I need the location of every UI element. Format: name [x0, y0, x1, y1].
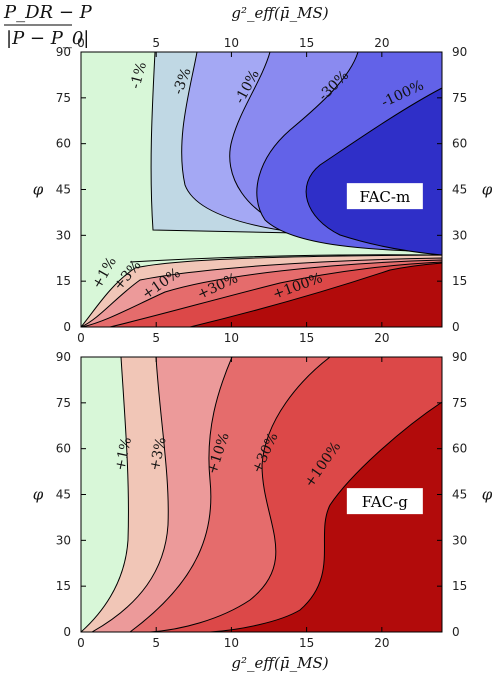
- panel-fac-g: [80, 356, 443, 633]
- y-tick-label-right: 15: [452, 579, 467, 593]
- y-axis-label-right: φ: [482, 486, 493, 504]
- x-tick-label-top: 10: [224, 36, 239, 50]
- y-tick-label-left: 90: [56, 350, 71, 364]
- legend-label: FAC-g: [362, 493, 408, 511]
- y-axis-label-right: φ: [482, 181, 493, 199]
- y-tick-label-right: 60: [452, 442, 467, 456]
- y-tick-label-right: 30: [452, 533, 467, 547]
- y-tick-label-right: 0: [452, 320, 460, 334]
- bottom-x-axis-label: g²_eff(μ̄_MS): [231, 654, 328, 672]
- legend-box: [346, 488, 423, 515]
- separatrix-fac-m: [129, 254, 442, 263]
- top-x-axis-label: g²_eff(μ̄_MS): [231, 4, 328, 22]
- panel-fac-g-regions: [81, 357, 442, 632]
- y-tick-label-left: 45: [56, 488, 71, 502]
- panel-fac-m: [80, 51, 443, 328]
- x-tick-label-top: 5: [152, 36, 160, 50]
- y-axis-label-left: φ: [33, 181, 44, 199]
- x-tick-label-bottom: 20: [374, 636, 389, 650]
- y-tick-label-left: 45: [56, 183, 71, 197]
- y-tick-label-right: 90: [452, 45, 467, 59]
- title-numerator: P_DR − P: [3, 2, 93, 23]
- title-fraction: P_DR − P |P − P_0|: [3, 2, 93, 49]
- x-tick-label-bottom: 15: [299, 331, 314, 345]
- y-tick-label-left: 30: [56, 228, 71, 242]
- region-pos-100-g: [209, 401, 442, 632]
- y-tick-label-left: 90: [56, 45, 71, 59]
- panel-fac-m-regions: [81, 52, 442, 327]
- legend-label: FAC-m: [359, 188, 410, 206]
- y-tick-label-right: 75: [452, 396, 467, 410]
- region-neg-100: [305, 87, 442, 256]
- y-tick-label-left: 75: [56, 91, 71, 105]
- x-tick-label-bottom: 0: [77, 331, 85, 345]
- y-tick-label-right: 0: [452, 625, 460, 639]
- y-tick-label-right: 75: [452, 91, 467, 105]
- panel-legends: FAC-m FAC-g: [346, 183, 423, 515]
- y-tick-label-left: 60: [56, 137, 71, 151]
- x-tick-label-top: 15: [299, 36, 314, 50]
- x-tick-label-bottom: 10: [224, 331, 239, 345]
- x-tick-label-top: 20: [374, 36, 389, 50]
- y-tick-label-right: 15: [452, 274, 467, 288]
- contour-label: +1%: [112, 436, 135, 473]
- x-tick-label-bottom: 15: [299, 636, 314, 650]
- y-tick-label-right: 60: [452, 137, 467, 151]
- y-tick-label-left: 30: [56, 533, 71, 547]
- y-tick-label-right: 30: [452, 228, 467, 242]
- x-tick-label-bottom: 0: [77, 636, 85, 650]
- y-tick-label-left: 0: [63, 625, 71, 639]
- y-tick-label-left: 15: [56, 579, 71, 593]
- y-tick-label-right: 45: [452, 183, 467, 197]
- x-tick-label-bottom: 5: [152, 636, 160, 650]
- contour-label: -1%: [128, 60, 150, 90]
- x-tick-label-bottom: 5: [152, 331, 160, 345]
- y-axis-label-left: φ: [33, 486, 44, 504]
- x-tick-label-top: 0: [77, 36, 85, 50]
- y-tick-label-left: 60: [56, 442, 71, 456]
- y-tick-label-left: 15: [56, 274, 71, 288]
- y-tick-label-right: 45: [452, 488, 467, 502]
- y-tick-label-left: 75: [56, 396, 71, 410]
- title-denominator: |P − P_0|: [6, 28, 89, 49]
- y-tick-label-left: 0: [63, 320, 71, 334]
- region-pos-100: [189, 262, 442, 327]
- x-tick-label-bottom: 10: [224, 636, 239, 650]
- legend-box: [346, 183, 423, 210]
- y-tick-label-right: 90: [452, 350, 467, 364]
- contour-label: +3%: [147, 436, 170, 473]
- x-tick-label-bottom: 20: [374, 331, 389, 345]
